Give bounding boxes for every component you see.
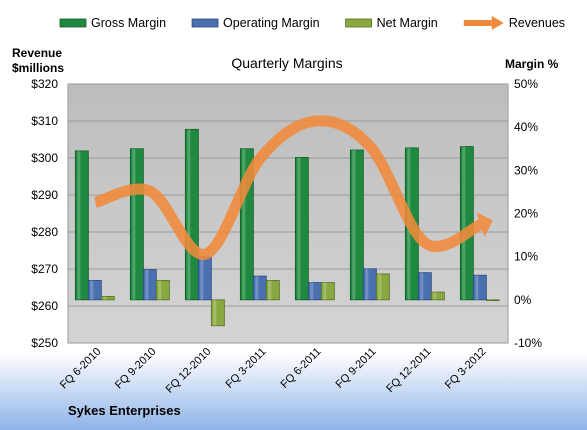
bar-highlight: [187, 129, 191, 300]
bar-highlight: [323, 282, 327, 300]
legend-swatch: [191, 18, 219, 28]
left-tick-label: $280: [31, 225, 58, 239]
bar-gross-margin: [184, 128, 199, 301]
bar-net-margin: [155, 280, 170, 301]
bar-net-margin: [210, 299, 225, 327]
left-axis-label-1: Revenue: [12, 46, 62, 60]
bar-highlight: [213, 299, 217, 326]
bar-operating-margin: [197, 256, 212, 301]
left-axis-label-2: $millions: [12, 61, 64, 75]
bar-net-margin: [430, 291, 445, 301]
bar-highlight: [420, 272, 424, 300]
left-tick-label: $270: [31, 262, 58, 276]
company-name: Sykes Enterprises: [68, 403, 181, 418]
right-tick-label: 40%: [514, 120, 538, 134]
bar-operating-margin: [362, 268, 377, 301]
legend: Gross Margin Operating Margin Net Margin Re…: [59, 16, 565, 30]
right-tick-label: 20%: [514, 207, 538, 221]
bar-gross-margin: [129, 148, 144, 301]
left-tick-label: $310: [31, 114, 58, 128]
revenue-line-arrowhead: [476, 212, 493, 237]
legend-label: Net Margin: [377, 16, 438, 30]
bar-highlight: [462, 146, 466, 300]
bar-net-margin: [485, 299, 500, 302]
revenue-line: [93, 115, 493, 260]
bar-highlight: [145, 269, 149, 300]
bar-net-margin: [375, 273, 390, 301]
bar-operating-margin: [142, 269, 157, 301]
bar-highlight: [310, 282, 314, 300]
right-axis-label: Margin %: [505, 57, 559, 71]
left-tick-label: $250: [31, 336, 58, 350]
legend-label: Operating Margin: [223, 16, 320, 30]
left-tick-label: $260: [31, 299, 58, 313]
left-tick-label: $290: [31, 188, 58, 202]
bar-highlight: [433, 292, 437, 300]
bar-highlight: [488, 299, 492, 301]
legend-swatch: [59, 18, 87, 28]
bar-operating-margin: [87, 280, 102, 301]
bar-gross-margin: [294, 156, 309, 301]
right-tick-label: 50%: [514, 77, 538, 91]
right-tick-label: 10%: [514, 250, 538, 264]
right-tick-label: 30%: [514, 163, 538, 177]
bar-highlight: [378, 273, 382, 300]
left-tick-label: $320: [31, 77, 58, 91]
bar-highlight: [352, 150, 356, 300]
bar-operating-margin: [252, 275, 267, 301]
legend-label: Gross Margin: [91, 16, 166, 30]
bar-gross-margin: [74, 150, 89, 301]
bar-highlight: [297, 157, 301, 300]
legend-swatch: [345, 18, 373, 28]
bar-highlight: [103, 296, 107, 300]
bar-highlight: [242, 148, 246, 300]
bar-highlight: [365, 268, 369, 300]
bar-highlight: [200, 256, 204, 300]
bar-highlight: [90, 280, 94, 300]
bar-highlight: [255, 276, 259, 300]
bar-operating-margin: [472, 274, 487, 301]
left-tick-label: $300: [31, 151, 58, 165]
bar-net-margin: [265, 280, 280, 301]
bar-highlight: [475, 275, 479, 300]
bar-gross-margin: [349, 149, 364, 301]
bar-net-margin: [100, 295, 115, 301]
revenue-line-path: [93, 115, 483, 260]
chart-title: Quarterly Margins: [231, 55, 342, 71]
legend-label: Revenues: [509, 16, 565, 30]
bar-highlight: [158, 280, 162, 300]
right-tick-label: 0%: [514, 293, 532, 307]
bar-highlight: [132, 148, 136, 300]
bar-operating-margin: [417, 272, 432, 301]
bar-operating-margin: [307, 282, 322, 301]
right-tick-label: -10%: [514, 336, 542, 350]
legend-swatch-arrow: [491, 16, 504, 30]
bar-highlight: [268, 280, 272, 300]
bar-gross-margin: [459, 146, 474, 301]
bar-highlight: [77, 150, 81, 300]
bar-net-margin: [320, 282, 335, 301]
